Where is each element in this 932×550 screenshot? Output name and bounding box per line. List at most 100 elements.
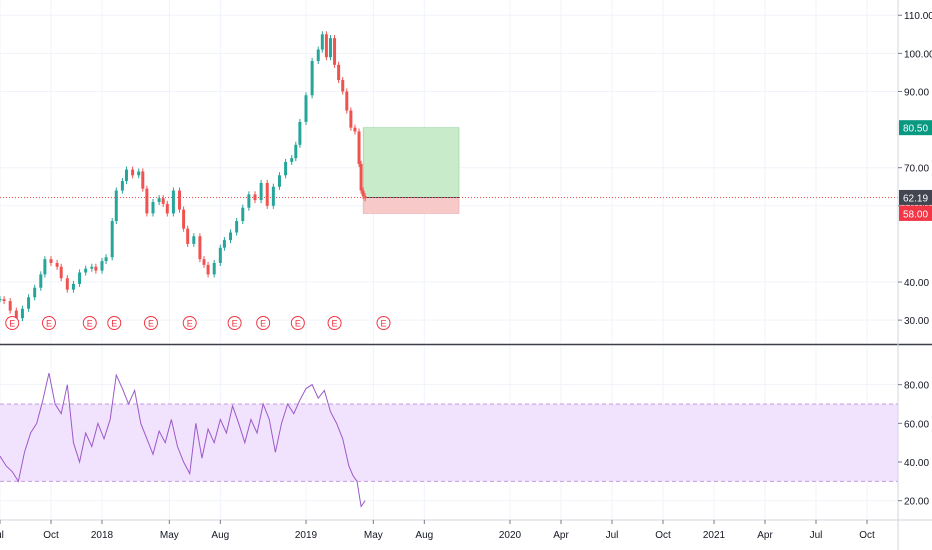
rsi-tick-label: 80.00 xyxy=(904,381,929,392)
time-tick-label: 2018 xyxy=(91,530,114,541)
candle-body xyxy=(114,190,118,222)
earnings-marker-label: E xyxy=(148,319,154,329)
time-tick-label: Jul xyxy=(810,530,823,541)
time-tick-label: Jul xyxy=(606,530,619,541)
price-scale[interactable]: 110.00 100.00 90.00 70.00 60.00 40.00 30.00 80.… xyxy=(898,11,932,508)
candle-body xyxy=(124,169,128,182)
candle-body xyxy=(363,196,367,199)
rsi-panel[interactable] xyxy=(0,372,898,508)
candle-body xyxy=(361,190,365,197)
candle-body xyxy=(222,240,226,248)
candle-body xyxy=(206,264,210,275)
time-tick-label: Oct xyxy=(859,530,875,541)
candle-body xyxy=(324,34,328,58)
candle-body xyxy=(284,161,288,176)
time-tick-label: May xyxy=(364,530,383,541)
candle-body xyxy=(55,262,59,267)
candle-body xyxy=(298,121,302,145)
candle-body xyxy=(359,163,363,191)
candle-body xyxy=(320,34,324,50)
candle-body xyxy=(357,131,361,164)
candle-body xyxy=(349,110,353,128)
candle-body xyxy=(271,186,275,206)
time-tick-label: Apr xyxy=(553,530,569,541)
candle-body xyxy=(247,194,251,208)
candle-body xyxy=(186,228,190,244)
earnings-marker[interactable] xyxy=(290,316,305,330)
candle-body xyxy=(90,266,94,269)
time-tick-label: 2021 xyxy=(703,530,726,541)
earnings-marker[interactable] xyxy=(143,316,158,330)
time-tick-label: May xyxy=(160,530,179,541)
earnings-marker[interactable] xyxy=(376,316,391,330)
earnings-marker-label: E xyxy=(295,319,301,329)
candle-body xyxy=(345,91,349,111)
candle-body xyxy=(212,262,216,275)
rsi-tick-label: 60.00 xyxy=(904,419,929,430)
candle-body xyxy=(2,299,6,302)
target-price-label[interactable] xyxy=(899,120,932,136)
earnings-marker-label: E xyxy=(46,319,52,329)
candle-body xyxy=(259,182,263,201)
time-scale[interactable]: ul Oct 2018 May Aug 2019 May Aug 2020 Apr Jul Oct 20… xyxy=(0,520,875,541)
candle-body xyxy=(145,188,149,214)
earnings-marker-label: E xyxy=(260,319,266,329)
time-tick-label: 2020 xyxy=(499,530,522,541)
earnings-marker[interactable] xyxy=(5,316,20,330)
candle-body xyxy=(192,236,196,244)
candle-body xyxy=(8,301,12,311)
time-tick-label: Apr xyxy=(757,530,773,541)
candle-body xyxy=(59,266,63,279)
earnings-marker[interactable] xyxy=(227,316,242,330)
candle-body xyxy=(110,221,114,258)
stop-price-label[interactable] xyxy=(899,205,932,221)
candle-body xyxy=(333,38,337,65)
earnings-marker[interactable] xyxy=(327,316,342,330)
candle-body xyxy=(241,207,245,222)
current-price-label-text: 62.19 xyxy=(903,193,928,204)
time-tick-label: Aug xyxy=(415,530,433,541)
candle-body xyxy=(229,232,233,241)
earnings-marker-label: E xyxy=(9,319,15,329)
candle-body xyxy=(71,283,75,290)
earnings-marker[interactable] xyxy=(41,316,56,330)
candle-body xyxy=(165,203,169,214)
position-loss-zone[interactable] xyxy=(362,197,460,214)
earnings-marker[interactable] xyxy=(107,316,122,330)
price-tick-label: 90.00 xyxy=(904,87,929,98)
candle-body xyxy=(33,287,37,298)
current-price-label[interactable] xyxy=(899,189,932,205)
candle-body xyxy=(120,181,124,191)
candle-body xyxy=(94,266,98,271)
candle-body xyxy=(316,49,320,61)
time-tick-label: Oct xyxy=(655,530,671,541)
rsi-band xyxy=(0,404,898,482)
candle-body xyxy=(235,221,239,233)
rsi-line xyxy=(0,372,366,508)
candle-body xyxy=(294,144,298,159)
candle-body xyxy=(27,297,31,309)
candle-body xyxy=(137,171,141,176)
candle-body xyxy=(131,169,135,176)
candle-body xyxy=(310,60,314,96)
price-tick-label: 100.00 xyxy=(904,49,932,60)
earnings-marker[interactable] xyxy=(256,316,271,330)
candle-body xyxy=(78,272,82,284)
candle-body xyxy=(277,175,281,187)
candle-body xyxy=(84,268,88,273)
earnings-marker-label: E xyxy=(187,319,193,329)
position-profit-zone[interactable] xyxy=(362,127,460,198)
target-price-label-text: 80.50 xyxy=(903,124,928,135)
candle-body xyxy=(141,171,145,189)
earnings-marker[interactable] xyxy=(182,316,197,330)
candle-body xyxy=(104,257,108,262)
time-tick-label: Oct xyxy=(43,530,59,541)
candle-body xyxy=(157,198,161,202)
candle-body xyxy=(218,247,222,263)
candle-body xyxy=(161,198,165,204)
earnings-marker[interactable] xyxy=(82,316,97,330)
time-tick-label: ul xyxy=(0,530,4,541)
candle-body xyxy=(171,190,175,214)
